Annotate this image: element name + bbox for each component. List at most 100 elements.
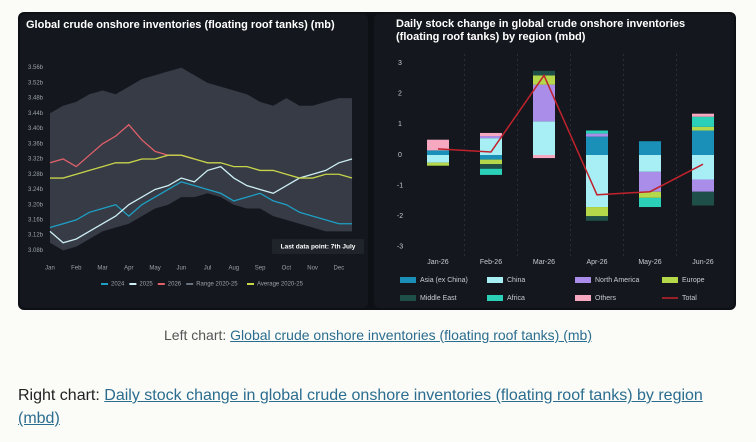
x-tick-label: Jun	[176, 266, 186, 272]
bar-segment	[639, 197, 661, 208]
right-chart: -3 -2 -1 0 1 2 3 Jan-26 Feb-26 Mar-26 Apr-26 May-26…	[374, 14, 734, 308]
bar-segment	[586, 216, 608, 221]
chart-title: Daily stock change in global crude onsho…	[396, 18, 686, 43]
bar-segment	[427, 139, 449, 151]
bar-segment	[586, 133, 608, 137]
x-tick-label: Jul	[204, 266, 212, 272]
x-tick-label: May-26	[638, 259, 661, 266]
x-tick-label: Sep	[255, 266, 266, 272]
legend-label: North America	[595, 277, 639, 284]
x-tick-label: Jun-26	[692, 259, 714, 266]
annotation: Last data point: 7th July	[281, 244, 356, 251]
y-tick-label: 3	[398, 60, 402, 67]
x-tick-label: Jan	[45, 266, 55, 272]
y-tick-label: 3.44b	[28, 111, 44, 117]
x-tick-label: Apr-26	[586, 259, 607, 266]
caption-prefix: Right chart:	[18, 387, 100, 404]
y-tick-label: -1	[397, 182, 403, 189]
y-tick-label: 3.12b	[28, 233, 44, 239]
y-tick-label: 3.08b	[28, 248, 44, 254]
bar-segment	[480, 168, 502, 175]
bar-segment	[639, 141, 661, 155]
bar-segment	[480, 136, 502, 139]
bar-segment	[427, 162, 449, 166]
legend-label: Europe	[682, 277, 705, 284]
bar-segment	[692, 126, 714, 131]
bar-segment	[586, 130, 608, 134]
legend-label: 2024	[111, 282, 125, 288]
series-line	[50, 154, 353, 179]
bar-segment	[639, 191, 661, 198]
legend-swatch	[575, 295, 591, 301]
legend-label: China	[507, 277, 525, 284]
legend-label: Range 2020-25	[196, 282, 238, 288]
legend-label: 2025	[139, 282, 153, 288]
bar-segment	[692, 113, 714, 117]
x-tick-label: Aug	[228, 266, 239, 272]
y-tick-label: 3.52b	[28, 80, 44, 86]
y-tick-label: 3.24b	[28, 187, 44, 193]
legend-swatch	[400, 277, 416, 283]
y-tick-label: 3.40b	[28, 126, 44, 132]
bar-segment	[533, 75, 555, 85]
legend-swatch	[662, 277, 678, 283]
legend-swatch	[575, 277, 591, 283]
bar-segment	[692, 130, 714, 155]
x-tick-label: Feb	[71, 266, 82, 272]
legend-label: Asia (ex China)	[420, 277, 468, 284]
y-tick-label: 3.20b	[28, 202, 44, 208]
range-area	[50, 67, 352, 251]
caption: Left chart: Global crude onshore invento…	[0, 327, 756, 343]
caption: Right chart: Daily stock change in globa…	[18, 384, 718, 430]
y-tick-label: 3.48b	[28, 96, 44, 102]
bar-segment	[586, 207, 608, 217]
annotation-box	[272, 239, 364, 254]
bar-segment	[480, 159, 502, 165]
x-tick-label: May	[149, 266, 160, 272]
legend-label: Others	[595, 295, 617, 302]
y-tick-label: 2	[398, 91, 402, 98]
chart-bg	[374, 14, 734, 308]
bar-segment	[533, 121, 555, 155]
legend-swatch	[400, 295, 416, 301]
bar-segment	[692, 155, 714, 180]
x-tick-label: Jan-26	[427, 259, 449, 266]
y-tick-label: 3.32b	[28, 157, 44, 163]
x-tick-label: Dec	[334, 266, 345, 272]
bar-segment	[639, 171, 661, 192]
legend-label: Average 2020-25	[257, 282, 304, 288]
bar-segment	[533, 155, 555, 159]
legend-label: Africa	[507, 295, 525, 302]
chart-title: Global crude onshore inventories (floati…	[26, 19, 335, 31]
bar-segment	[692, 191, 714, 206]
legend-label: Middle East	[420, 295, 457, 302]
bar-segment	[586, 136, 608, 155]
y-tick-label: 3.16b	[28, 218, 44, 224]
bar-segment	[427, 150, 449, 155]
bar-segment	[692, 116, 714, 127]
caption-prefix: Left chart:	[164, 327, 227, 343]
series-line	[49, 181, 352, 229]
x-tick-label: Mar-26	[533, 259, 555, 266]
left-chart: 3.08b 3.12b 3.16b 3.20b 3.24b 3.28b 3.32b 3.36b…	[20, 14, 368, 308]
y-tick-label: 3.36b	[28, 141, 44, 147]
bar-segment	[639, 155, 661, 172]
total-line	[437, 73, 704, 196]
bar-segment	[480, 164, 502, 169]
caption-link[interactable]: Daily stock change in global crude onsho…	[18, 387, 703, 427]
caption-link[interactable]: Global crude onshore inventories (floati…	[230, 327, 592, 343]
bar-segment	[692, 179, 714, 192]
y-tick-label: 3.56b	[28, 65, 44, 71]
x-tick-label: Feb-26	[480, 259, 502, 266]
bar-segment	[427, 155, 449, 163]
x-tick-label: Nov	[307, 266, 318, 272]
y-tick-label: 1	[398, 121, 402, 128]
y-tick-label: 3.28b	[28, 172, 44, 178]
bar-segment	[586, 155, 608, 208]
x-tick-label: Oct	[282, 266, 292, 272]
bar-segment	[533, 70, 555, 76]
bar-segment	[480, 132, 502, 137]
bar-segment	[480, 155, 502, 160]
y-tick-label: -3	[397, 244, 403, 251]
